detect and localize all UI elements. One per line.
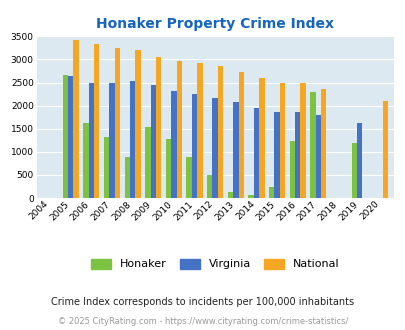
Bar (232, 102, 238, 198)
Text: Crime Index corresponds to incidents per 100,000 inhabitants: Crime Index corresponds to incidents per… (51, 297, 354, 307)
Bar (382, 101, 388, 198)
Bar (109, 83, 114, 198)
Bar (62, 75, 68, 198)
Bar (351, 144, 356, 198)
Bar (88, 83, 94, 198)
Bar (269, 187, 274, 198)
Bar (212, 98, 217, 198)
Bar (124, 157, 130, 198)
Bar (156, 57, 161, 198)
Bar (186, 157, 192, 198)
Bar (73, 40, 79, 198)
Bar (207, 175, 212, 198)
Bar (217, 66, 223, 198)
Legend: Honaker, Virginia, National: Honaker, Virginia, National (87, 255, 342, 273)
Bar (238, 72, 243, 198)
Bar (135, 50, 140, 198)
Bar (145, 127, 150, 198)
Text: © 2025 CityRating.com - https://www.cityrating.com/crime-statistics/: © 2025 CityRating.com - https://www.city… (58, 317, 347, 326)
Bar (294, 112, 300, 198)
Bar (104, 137, 109, 198)
Bar (68, 76, 73, 198)
Bar (192, 94, 197, 198)
Title: Honaker Property Crime Index: Honaker Property Crime Index (96, 17, 333, 31)
Bar (253, 108, 258, 198)
Bar (289, 141, 294, 198)
Bar (248, 195, 253, 198)
Bar (227, 192, 232, 198)
Bar (279, 82, 284, 198)
Bar (315, 115, 320, 198)
Bar (150, 85, 156, 198)
Bar (83, 123, 88, 198)
Bar (258, 78, 264, 198)
Bar (171, 91, 176, 198)
Bar (165, 139, 171, 198)
Bar (94, 44, 99, 198)
Bar (300, 83, 305, 198)
Bar (320, 89, 326, 198)
Bar (309, 92, 315, 198)
Bar (356, 123, 362, 198)
Bar (197, 63, 202, 198)
Bar (130, 81, 135, 198)
Bar (176, 61, 181, 198)
Bar (274, 112, 279, 198)
Bar (114, 48, 120, 198)
